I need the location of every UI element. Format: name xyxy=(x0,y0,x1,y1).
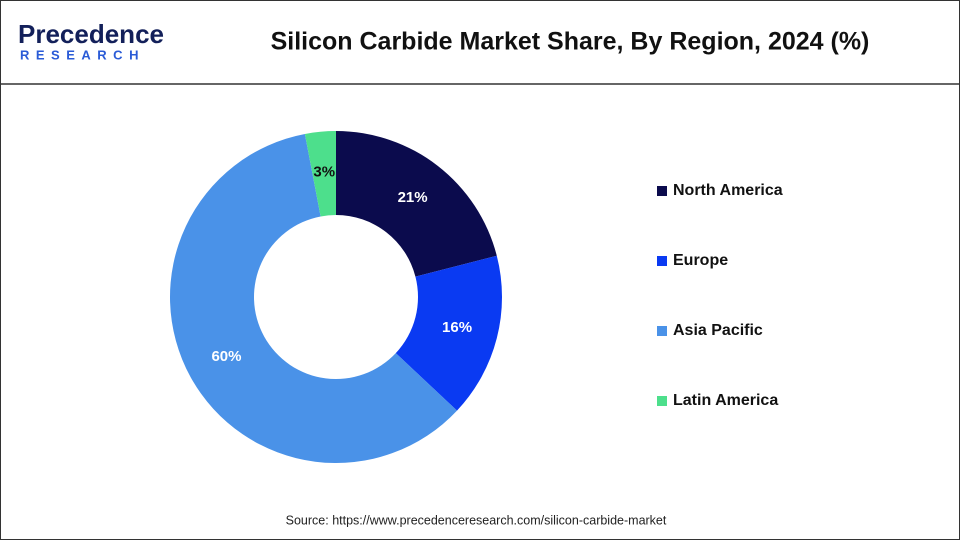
data-label: 3% xyxy=(313,164,335,181)
legend-swatch xyxy=(657,396,667,406)
donut-slice xyxy=(336,131,497,277)
source-note: Source: https://www.precedenceresearch.c… xyxy=(286,513,667,527)
donut-slice xyxy=(395,255,502,411)
data-label: 21% xyxy=(398,189,428,206)
donut-slice xyxy=(169,133,458,464)
legend-label: Latin America xyxy=(673,392,778,409)
legend-label: North America xyxy=(673,182,783,199)
legend-label: Europe xyxy=(673,252,728,269)
data-label: 16% xyxy=(442,319,472,336)
chart-title: Silicon Carbide Market Share, By Region,… xyxy=(271,28,870,56)
logo-tagline: RESEARCH xyxy=(20,47,145,62)
donut-slice xyxy=(304,131,336,217)
data-label: 60% xyxy=(211,348,241,365)
logo-name: Precedence xyxy=(18,19,164,49)
legend-swatch xyxy=(657,256,667,266)
legend-swatch xyxy=(657,326,667,336)
legend-label: Asia Pacific xyxy=(673,322,763,339)
legend-swatch xyxy=(657,186,667,196)
